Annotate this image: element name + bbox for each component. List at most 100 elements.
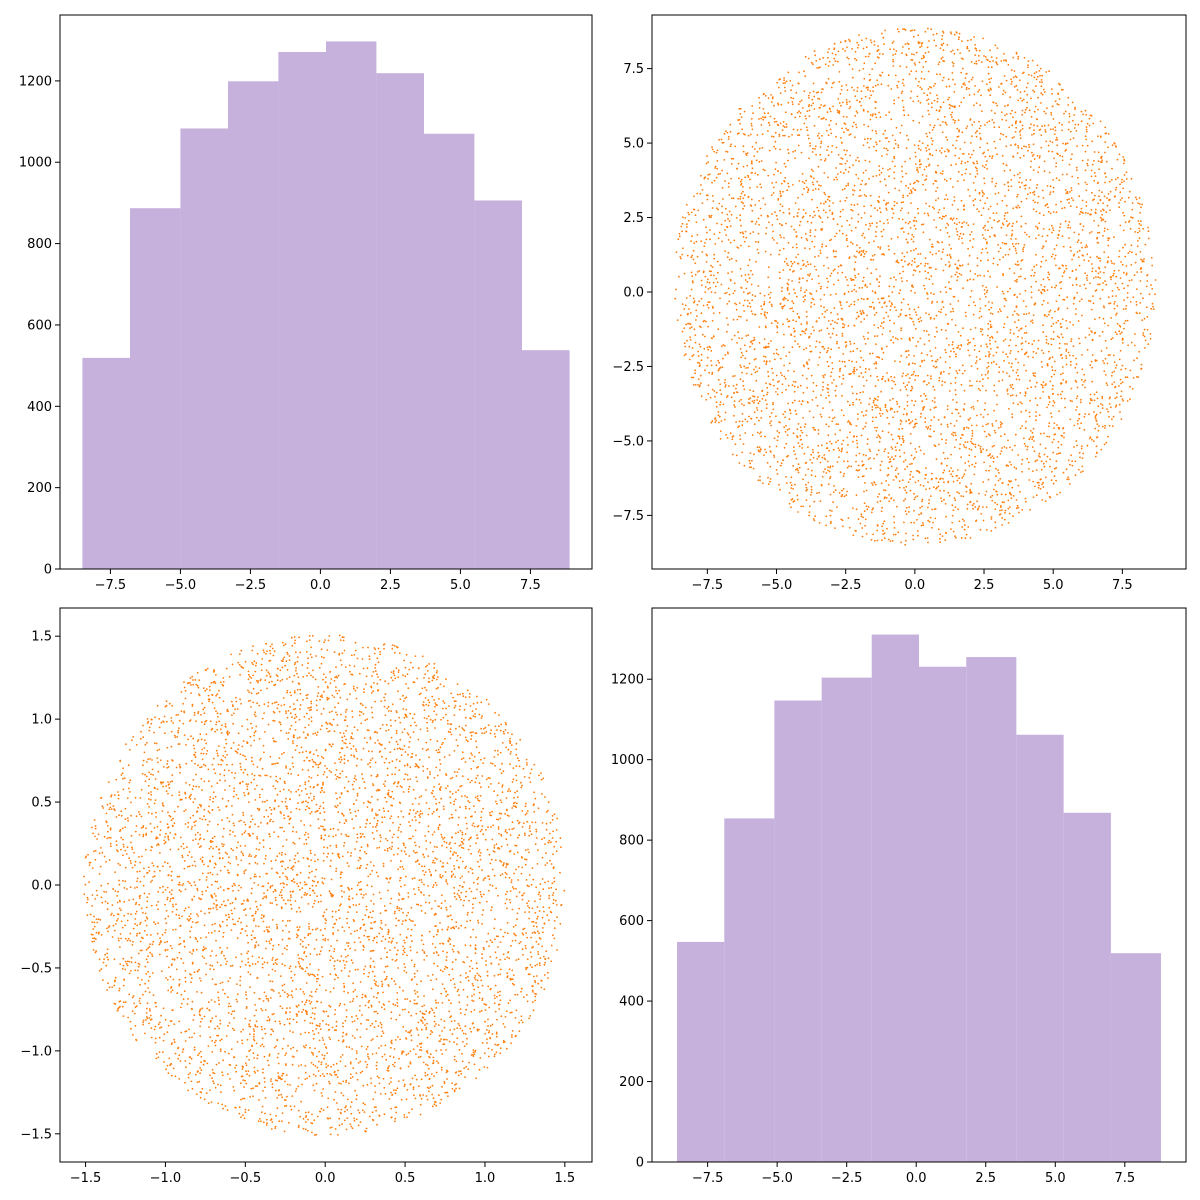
scatter-point <box>1076 251 1079 253</box>
scatter-point <box>1061 390 1064 393</box>
scatter-point <box>793 228 796 231</box>
scatter-point <box>717 237 720 240</box>
scatter-point <box>806 110 809 112</box>
scatter-point <box>792 319 795 322</box>
scatter-point <box>1001 241 1004 244</box>
scatter-point <box>852 507 854 510</box>
scatter-point <box>720 223 723 226</box>
scatter-point <box>1102 202 1104 205</box>
scatter-point <box>903 499 905 502</box>
scatter-point <box>748 258 751 261</box>
scatter-point <box>836 340 838 343</box>
scatter-point <box>979 274 982 277</box>
scatter-point <box>800 287 802 289</box>
scatter-point <box>865 489 868 492</box>
scatter-point <box>1119 224 1122 227</box>
scatter-point <box>810 305 812 308</box>
scatter-point <box>828 200 831 202</box>
scatter-point <box>826 256 829 259</box>
scatter-point <box>1124 320 1127 322</box>
scatter-point <box>693 208 696 211</box>
scatter-point <box>831 409 834 412</box>
scatter-point <box>951 412 953 415</box>
scatter-point <box>744 279 747 281</box>
scatter-point <box>1095 445 1098 448</box>
scatter-point <box>733 334 736 337</box>
scatter-point <box>1070 387 1073 390</box>
scatter-point <box>1074 379 1077 382</box>
scatter-point <box>1151 288 1154 290</box>
scatter-point <box>1064 110 1067 113</box>
scatter-point <box>1094 175 1097 178</box>
scatter-point <box>945 194 948 196</box>
scatter-point <box>964 469 967 472</box>
scatter-point <box>917 374 920 377</box>
scatter-point <box>786 428 789 431</box>
scatter-point <box>805 434 808 437</box>
scatter-point <box>810 474 813 477</box>
scatter-point <box>986 251 989 254</box>
scatter-point <box>893 252 896 255</box>
scatter-point <box>877 49 880 51</box>
scatter-point <box>830 272 833 275</box>
scatter-point <box>787 402 790 405</box>
scatter-point <box>726 437 729 439</box>
scatter-point <box>979 413 982 416</box>
scatter-point <box>956 279 958 282</box>
scatter-point <box>833 81 835 84</box>
scatter-point <box>969 440 972 443</box>
scatter-point <box>848 38 850 41</box>
scatter-point <box>1096 423 1099 425</box>
scatter-point <box>737 315 740 318</box>
scatter-point <box>1067 459 1070 462</box>
scatter-point <box>799 435 802 437</box>
scatter-point <box>1091 267 1094 270</box>
scatter-point <box>885 409 888 411</box>
scatter-point <box>711 373 713 375</box>
scatter-point <box>759 448 762 450</box>
scatter-point <box>930 478 933 481</box>
scatter-point <box>923 343 926 346</box>
scatter-point <box>890 465 893 468</box>
scatter-point <box>806 363 809 366</box>
scatter-point <box>915 422 918 425</box>
scatter-point <box>901 218 904 221</box>
scatter-point <box>877 83 879 86</box>
scatter-point <box>990 77 993 80</box>
scatter-point <box>1102 282 1104 284</box>
scatter-point <box>751 400 754 403</box>
scatter-point <box>873 44 876 46</box>
scatter-point <box>1046 234 1049 237</box>
scatter-point <box>1011 137 1014 139</box>
scatter-point <box>753 155 756 158</box>
scatter-point <box>851 242 854 245</box>
scatter-point <box>969 417 972 420</box>
scatter-point <box>893 285 895 288</box>
scatter-point <box>1075 277 1078 279</box>
scatter-point <box>866 137 869 140</box>
scatter-point <box>827 320 830 322</box>
scatter-point <box>898 217 900 220</box>
scatter-point <box>952 347 955 350</box>
scatter-point <box>902 270 905 273</box>
scatter-point <box>784 165 787 168</box>
scatter-point <box>855 508 858 511</box>
scatter-point <box>1106 408 1108 410</box>
scatter-point <box>788 418 791 421</box>
scatter-point <box>1081 159 1084 162</box>
scatter-point <box>972 313 975 316</box>
scatter-point <box>885 480 887 482</box>
scatter-point <box>1103 251 1106 254</box>
scatter-point <box>784 377 787 380</box>
scatter-point <box>874 385 877 388</box>
scatter-point <box>762 168 765 171</box>
scatter-point <box>1138 222 1141 225</box>
scatter-point <box>1035 264 1038 266</box>
scatter-point <box>1044 129 1047 131</box>
scatter-point <box>764 203 767 206</box>
scatter-point <box>1115 364 1118 367</box>
scatter-point <box>947 480 950 483</box>
scatter-point <box>1041 247 1044 250</box>
scatter-point <box>788 362 791 365</box>
scatter-point <box>1038 414 1041 416</box>
